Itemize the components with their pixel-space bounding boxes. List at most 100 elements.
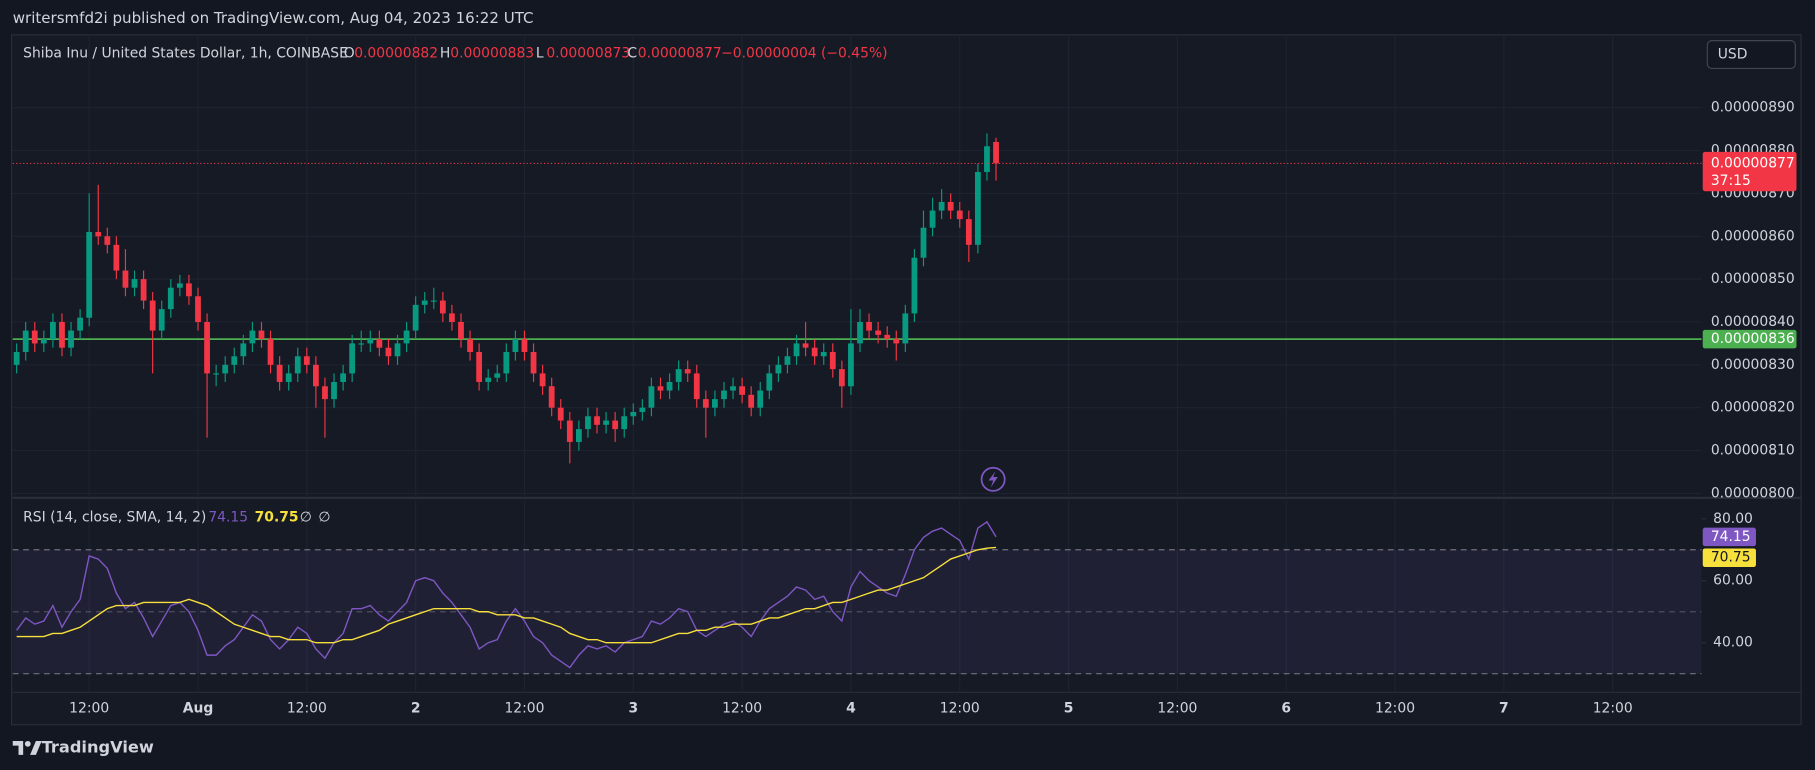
- candle-body: [947, 201, 954, 211]
- alert-icon[interactable]: [980, 466, 1006, 492]
- rsi-value-label: 70.75: [1711, 550, 1751, 566]
- candle-body: [376, 339, 383, 348]
- candle-body: [684, 369, 691, 374]
- candle-body: [31, 330, 38, 344]
- y-tick-label: 0.00000830: [1711, 357, 1795, 373]
- candle-body: [430, 300, 437, 302]
- candle-body: [820, 351, 827, 357]
- rsi-line: [16, 546, 997, 644]
- rsi-legend-extra: ∅: [318, 510, 330, 526]
- candle-body: [521, 339, 528, 352]
- candle-body: [167, 287, 174, 310]
- candle-body: [748, 394, 755, 408]
- rsi-tick-label: 80.00: [1713, 511, 1753, 527]
- candle-body: [893, 339, 900, 344]
- x-tick-label: 12:00: [722, 701, 762, 717]
- y-tick-label: 0.00000850: [1711, 271, 1795, 287]
- candle-body: [86, 231, 93, 318]
- candle-body: [829, 351, 836, 370]
- legend-key: C: [627, 45, 637, 61]
- candle-body: [303, 356, 310, 365]
- legend-value: 0.00000873: [546, 45, 630, 61]
- legend-value: 0.00000882: [354, 45, 438, 61]
- candle-body: [612, 420, 619, 430]
- x-tick-label: 2: [411, 701, 421, 717]
- legend-value: 0.00000877: [638, 45, 722, 61]
- candle-body: [965, 219, 972, 245]
- candle-body: [639, 407, 646, 412]
- x-tick-label: 12:00: [1157, 701, 1197, 717]
- candle-body: [775, 364, 782, 374]
- price-label-box: [1702, 329, 1797, 349]
- candle-body: [594, 416, 600, 425]
- right-axis-bg: [1701, 36, 1800, 693]
- candle-body: [784, 356, 791, 365]
- candle-body: [222, 364, 229, 374]
- candle-body: [95, 231, 102, 237]
- candle-body: [721, 390, 727, 400]
- rsi-title: RSI (14, close, SMA, 14, 2): [23, 510, 206, 526]
- candle-body: [50, 321, 56, 340]
- candle-body: [439, 300, 446, 314]
- candle-body: [394, 343, 401, 357]
- x-tick-label: 12:00: [504, 701, 544, 717]
- candle-body: [122, 270, 129, 288]
- candle-body: [875, 330, 882, 335]
- candle-body: [993, 141, 999, 164]
- candle-body: [476, 351, 483, 382]
- candle-body: [412, 304, 419, 331]
- candle-body: [693, 373, 700, 400]
- legend-key: H: [440, 45, 450, 61]
- legend-change: −0.00000004 (−0.45%): [721, 45, 887, 61]
- candle-body: [730, 386, 736, 391]
- current-price-label: 0.00000877: [1711, 155, 1795, 171]
- candle-body: [702, 399, 709, 408]
- rsi-value-label: 74.15: [1711, 529, 1751, 545]
- candle-body: [131, 279, 138, 288]
- x-tick-label: 12:00: [69, 701, 109, 717]
- rsi-legend-value: 74.15: [208, 510, 248, 526]
- candle-body: [494, 373, 501, 378]
- candle-body: [276, 364, 283, 382]
- candle-body: [158, 309, 165, 331]
- candle-body: [77, 317, 84, 331]
- candle-body: [530, 351, 537, 374]
- candle-body: [621, 416, 628, 430]
- y-tick-label: 0.00000890: [1711, 100, 1795, 116]
- y-tick-label: 0.00000810: [1711, 443, 1795, 459]
- chart-frame: [10, 34, 1802, 726]
- candle-body: [113, 244, 120, 271]
- candle-body: [294, 356, 301, 374]
- candle-body: [249, 330, 256, 344]
- candle-body: [884, 334, 891, 340]
- publisher-line: writersmfd2i published on TradingView.co…: [13, 9, 534, 27]
- candle-body: [712, 399, 718, 408]
- footer-brand[interactable]: TradingView: [42, 737, 154, 756]
- candle-body: [603, 420, 609, 425]
- candle-body: [467, 339, 473, 352]
- candle-body: [548, 386, 555, 408]
- candle-body: [13, 351, 20, 365]
- currency-label[interactable]: USD: [1718, 47, 1748, 63]
- candle-body: [213, 373, 220, 375]
- candle-body: [340, 373, 346, 382]
- rsi-tick-label: 40.00: [1713, 635, 1753, 651]
- candle-body: [793, 343, 800, 357]
- current-price-box: [1702, 151, 1797, 192]
- candle-body: [367, 339, 374, 344]
- candle-body: [195, 296, 201, 322]
- countdown-label: 37:15: [1711, 173, 1751, 189]
- currency-button[interactable]: [1706, 40, 1796, 69]
- candle-body: [322, 386, 328, 400]
- candle-body: [557, 407, 564, 421]
- footer-logo: [12, 740, 42, 755]
- logo-dot: [24, 740, 31, 747]
- candle-body: [575, 429, 582, 442]
- candle-body: [566, 420, 573, 442]
- candle-body: [766, 373, 773, 391]
- logo-mark: [12, 740, 24, 755]
- candle-body: [539, 373, 546, 387]
- candle-body: [403, 330, 410, 344]
- rsi-value-box: [1702, 548, 1756, 567]
- x-tick-label: 4: [846, 701, 856, 717]
